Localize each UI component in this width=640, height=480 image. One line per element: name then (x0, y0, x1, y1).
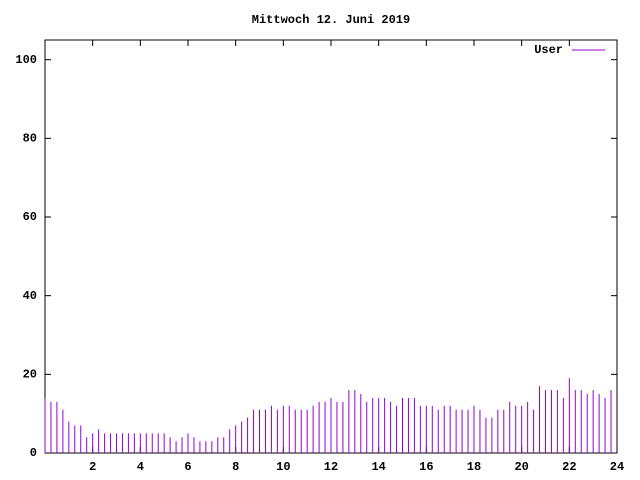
legend-label: User (534, 43, 563, 57)
x-tick-label: 10 (276, 460, 290, 474)
x-tick-label: 22 (562, 460, 576, 474)
x-tick-label: 24 (610, 460, 624, 474)
x-tick-label: 4 (137, 460, 144, 474)
x-tick-label: 6 (184, 460, 191, 474)
x-tick-label: 2 (89, 460, 96, 474)
chart-title: Mittwoch 12. Juni 2019 (252, 13, 410, 27)
plot-border (44, 39, 618, 454)
y-tick-label: 40 (23, 289, 37, 303)
y-tick-label: 100 (15, 53, 37, 67)
y-tick-label: 0 (30, 446, 37, 460)
x-tick-label: 8 (232, 460, 239, 474)
y-tick-label: 60 (23, 210, 37, 224)
y-tick-label: 80 (23, 132, 37, 146)
x-tick-label: 20 (514, 460, 528, 474)
x-tick-label: 16 (419, 460, 433, 474)
x-tick-label: 14 (371, 460, 385, 474)
x-tick-label: 12 (324, 460, 338, 474)
x-tick-label: 18 (467, 460, 481, 474)
y-tick-label: 20 (23, 368, 37, 382)
